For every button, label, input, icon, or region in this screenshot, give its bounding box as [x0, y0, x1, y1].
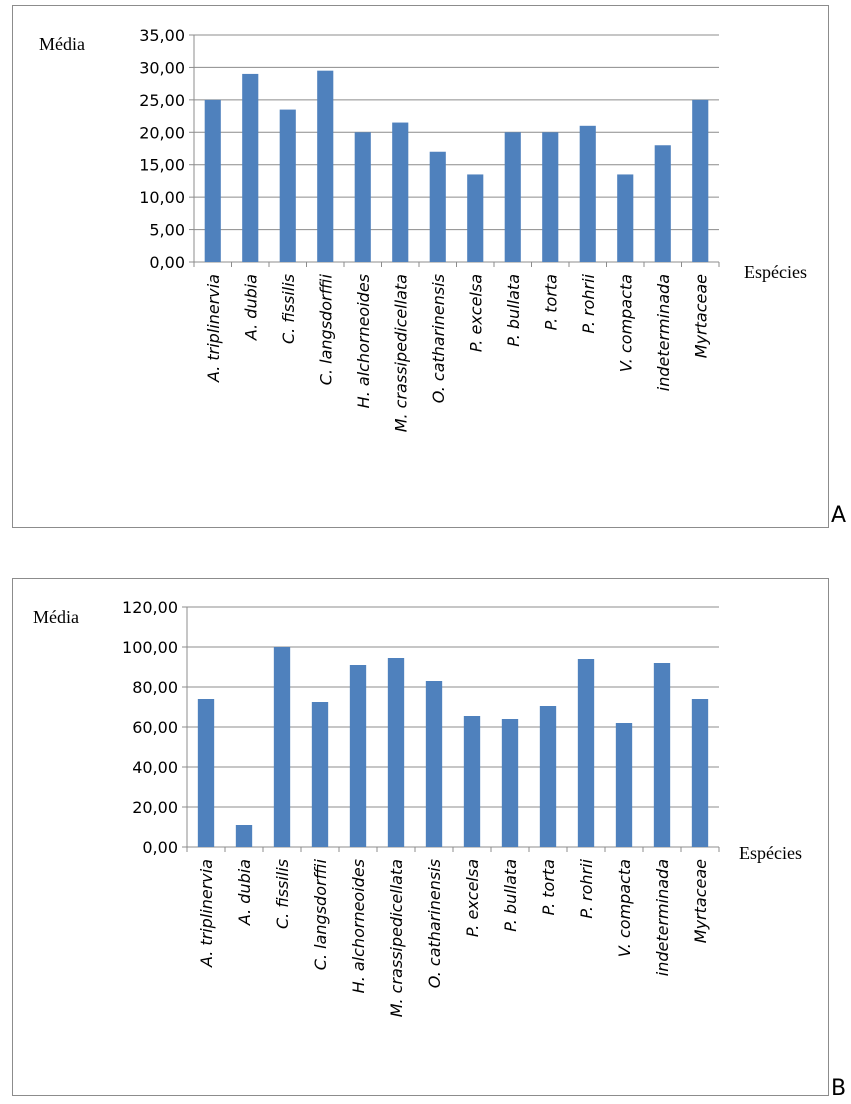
bar [354, 132, 371, 262]
y-tick-label: 25,00 [139, 91, 185, 110]
chart-a-svg: 0,00 5,00 10,00 15,00 20,00 25,00 30,00 35,00 A.… [39, 26, 807, 432]
y-tick-label: 30,00 [139, 58, 185, 77]
y-axis-title: Média [33, 607, 79, 627]
bar [579, 125, 596, 262]
bar [387, 658, 405, 847]
bar [279, 109, 296, 262]
chart-panel-a: 0,00 5,00 10,00 15,00 20,00 25,00 30,00 35,00 A.… [12, 5, 829, 528]
bar [692, 99, 709, 262]
category-label: A. dubia [235, 859, 254, 926]
bar [273, 647, 291, 847]
bar [617, 174, 634, 262]
panel-label-a: A [831, 503, 847, 528]
bar [425, 681, 443, 847]
bar [504, 132, 521, 262]
category-label: O. catharinensis [425, 859, 444, 988]
bar [311, 702, 329, 847]
bar [577, 659, 595, 847]
category-label: P. bullata [501, 859, 520, 932]
bar [317, 70, 334, 263]
x-axis-title: Espécies [744, 262, 807, 282]
y-axis-title: Média [39, 34, 85, 54]
bar [654, 145, 671, 262]
y-tick-label: 5,00 [149, 221, 185, 240]
category-label: A. dubia [241, 274, 260, 341]
bar [235, 825, 253, 847]
category-label: C. fissilis [279, 274, 298, 344]
bar [615, 723, 633, 847]
category-label: Myrtaceae [691, 859, 710, 943]
panel-label-b: B [831, 1076, 847, 1101]
y-tick-label: 100,00 [122, 638, 178, 657]
y-tick-label: 0,00 [149, 253, 185, 272]
category-label: P. excelsa [463, 859, 482, 937]
y-tick-label: 40,00 [132, 758, 178, 777]
chart-panel-b: 0,00 20,00 40,00 60,00 80,00 100,00 120,00 A. t… [12, 578, 829, 1096]
category-label: P. torta [539, 859, 558, 915]
category-label: H. alchorneoides [354, 274, 373, 408]
category-label: A. triplinervia [204, 274, 223, 383]
category-label: M. crassipedicellata [387, 859, 406, 1017]
y-tick-label: 20,00 [139, 123, 185, 142]
bar [539, 706, 557, 847]
bar [501, 719, 519, 847]
category-label: indeterminada [654, 274, 673, 391]
bar [429, 151, 446, 262]
bar [691, 699, 709, 847]
category-label: C. langsdorffii [311, 858, 330, 970]
category-label: C. langsdorffii [316, 273, 335, 385]
category-label: Myrtaceae [691, 274, 710, 358]
y-tick-label: 15,00 [139, 156, 185, 175]
category-label: P. rohrii [579, 273, 598, 333]
bar [463, 716, 481, 847]
category-label: O. catharinensis [429, 274, 448, 403]
category-label: C. fissilis [273, 859, 292, 929]
category-label: H. alchorneoides [349, 859, 368, 993]
chart-b-svg: 0,00 20,00 40,00 60,00 80,00 100,00 120,00 A. t… [33, 598, 802, 1017]
category-label: P. rohrii [577, 858, 596, 918]
x-axis-title: Espécies [739, 843, 802, 863]
y-tick-label: 10,00 [139, 188, 185, 207]
category-label: M. crassipedicellata [391, 274, 410, 432]
category-label: indeterminada [653, 859, 672, 976]
y-tick-label: 20,00 [132, 798, 178, 817]
y-tick-label: 120,00 [122, 598, 178, 617]
category-label: P. torta [541, 274, 560, 330]
y-tick-label: 35,00 [139, 26, 185, 45]
bar [467, 174, 484, 262]
bar [197, 699, 215, 847]
bar [542, 132, 559, 262]
category-label: A. triplinervia [197, 859, 216, 968]
bar [653, 663, 671, 847]
bar [242, 73, 259, 263]
category-label: V. compacta [615, 859, 634, 957]
bar [349, 665, 367, 847]
y-tick-label: 80,00 [132, 678, 178, 697]
bar [204, 99, 221, 262]
bar [392, 122, 409, 262]
category-label: V. compacta [616, 274, 635, 372]
category-label: P. bullata [504, 274, 523, 347]
y-tick-label: 60,00 [132, 718, 178, 737]
category-label: P. excelsa [466, 274, 485, 352]
y-tick-label: 0,00 [142, 838, 178, 857]
